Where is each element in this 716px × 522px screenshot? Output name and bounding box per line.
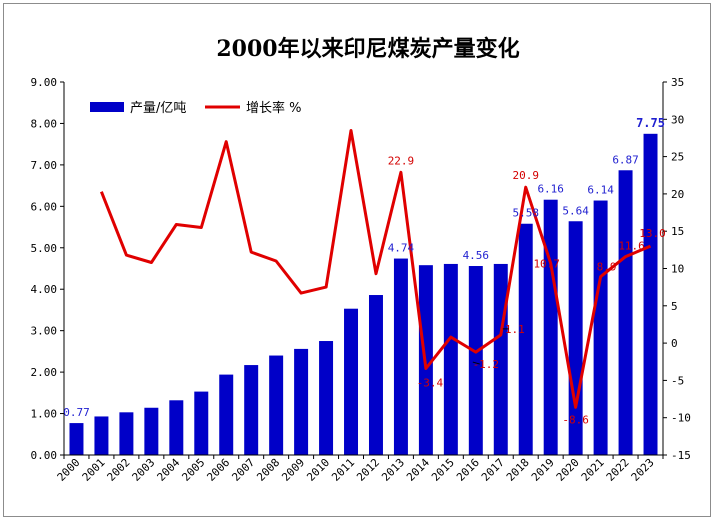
bar-2009 (294, 348, 309, 455)
right-tick-label: 30 (671, 113, 684, 126)
x-tick-label: 2020 (554, 456, 582, 484)
bar-2008 (269, 355, 284, 455)
legend-bar-label: 产量/亿吨 (130, 101, 186, 116)
line-data-label: 8.9 (597, 261, 617, 274)
x-tick-label: 2022 (604, 456, 632, 484)
bar-series (69, 133, 658, 456)
bar-data-label: 5.64 (562, 204, 589, 217)
data-labels: 0.77 4.74 4.56 5.58 6.16 5.64 6.14 6.87 7.75 22.9… (63, 116, 666, 426)
x-axis: 2000200120022003200420052006200720082009… (55, 454, 664, 484)
bar-2016 (468, 266, 483, 455)
bar-2013 (393, 258, 408, 455)
bar-2015 (443, 263, 458, 455)
bar-2012 (368, 295, 383, 455)
line-data-label: -8.6 (562, 413, 589, 426)
line-series (100, 129, 652, 409)
legend-bar-swatch (90, 102, 124, 112)
x-tick-label: 2007 (229, 456, 257, 484)
x-tick-label: 2021 (579, 456, 607, 484)
x-tick-label: 2009 (279, 456, 307, 484)
left-tick-label: 8.00 (31, 117, 58, 130)
bar-2019 (543, 199, 558, 455)
left-tick-label: 9.00 (31, 76, 58, 89)
x-tick-label: 2012 (354, 456, 382, 484)
bar-data-label: 4.74 (388, 242, 415, 255)
x-tick-label: 2013 (379, 456, 407, 484)
x-tick-label: 2015 (429, 456, 457, 484)
line-data-label: 13.0 (639, 227, 666, 240)
label-leader-line (472, 361, 480, 365)
x-tick-label: 2017 (479, 456, 507, 484)
bar-2005 (194, 391, 209, 455)
left-tick-label: 1.00 (31, 408, 58, 421)
x-tick-label: 2018 (504, 456, 532, 484)
bar-data-label: 6.14 (587, 184, 614, 197)
bar-2023 (643, 133, 658, 456)
line-data-label: -3.4 (417, 376, 444, 389)
bar-2006 (219, 374, 234, 455)
bar-data-label: 0.77 (63, 406, 90, 419)
line-data-label: 11.6 (618, 240, 645, 253)
legend: 产量/亿吨 增长率 % (90, 100, 302, 116)
x-tick-label: 2001 (80, 456, 108, 484)
legend-line-label: 增长率 % (246, 100, 302, 116)
right-tick-label: 10 (671, 263, 684, 276)
left-tick-label: 6.00 (31, 200, 58, 213)
bar-data-label: 4.56 (463, 249, 490, 262)
right-tick-label: 5 (671, 300, 678, 313)
line-data-label: 10.7 (533, 257, 560, 270)
right-tick-label: -15 (671, 449, 691, 462)
right-tick-label: 35 (671, 76, 684, 89)
line-data-label: -1.2 (473, 358, 500, 371)
left-tick-label: 3.00 (31, 325, 58, 338)
x-tick-label: 2016 (454, 456, 482, 484)
right-axis: -15 -10 -5 0 5 10 15 20 25 30 35 (662, 76, 691, 462)
chart-title: 2000年以来印尼煤炭产量变化 (216, 36, 519, 62)
right-tick-label: -10 (671, 412, 691, 425)
x-tick-label: 2004 (155, 456, 183, 484)
line-data-label: 1.1 (505, 323, 525, 336)
bar-2010 (319, 341, 334, 455)
bar-2007 (244, 365, 259, 455)
left-tick-label: 4.00 (31, 283, 58, 296)
bar-2022 (618, 170, 633, 455)
bar-2002 (119, 412, 134, 455)
x-tick-label: 2014 (404, 456, 432, 484)
line-data-label: 20.9 (512, 169, 539, 182)
x-tick-label: 2003 (130, 456, 158, 484)
bar-2004 (169, 400, 184, 455)
bar-data-label: 7.75 (636, 116, 665, 130)
left-axis: 0.00 1.00 2.00 3.00 4.00 5.00 6.00 7.00 8.00 9.00 (31, 76, 65, 462)
right-tick-label: 15 (671, 225, 684, 238)
x-tick-label: 2005 (179, 456, 207, 484)
bar-2003 (144, 407, 159, 455)
right-tick-label: 25 (671, 151, 684, 164)
left-tick-label: 7.00 (31, 159, 58, 172)
left-tick-label: 0.00 (31, 449, 58, 462)
bar-data-label: 5.58 (512, 207, 539, 220)
growth-rate-line (100, 129, 652, 409)
bar-2018 (518, 223, 533, 455)
left-tick-label: 5.00 (31, 242, 58, 255)
x-tick-label: 2010 (304, 456, 332, 484)
bar-data-label: 6.16 (537, 183, 564, 196)
x-tick-label: 2006 (204, 456, 232, 484)
right-tick-label: -5 (671, 374, 684, 387)
bar-2001 (94, 416, 109, 455)
bar-2021 (593, 200, 608, 455)
x-tick-label: 2008 (254, 456, 282, 484)
bar-2011 (344, 308, 359, 455)
right-tick-label: 20 (671, 188, 684, 201)
line-data-label: 22.9 (388, 154, 415, 167)
right-tick-label: 0 (671, 337, 678, 350)
x-tick-label: 2019 (529, 456, 557, 484)
bar-2000 (69, 423, 84, 455)
x-tick-label: 2002 (105, 456, 133, 484)
x-tick-label: 2023 (629, 456, 657, 484)
bar-data-label: 6.87 (612, 153, 639, 166)
x-tick-label: 2011 (329, 456, 357, 484)
left-tick-label: 2.00 (31, 366, 58, 379)
x-tick-label: 2000 (55, 456, 83, 484)
